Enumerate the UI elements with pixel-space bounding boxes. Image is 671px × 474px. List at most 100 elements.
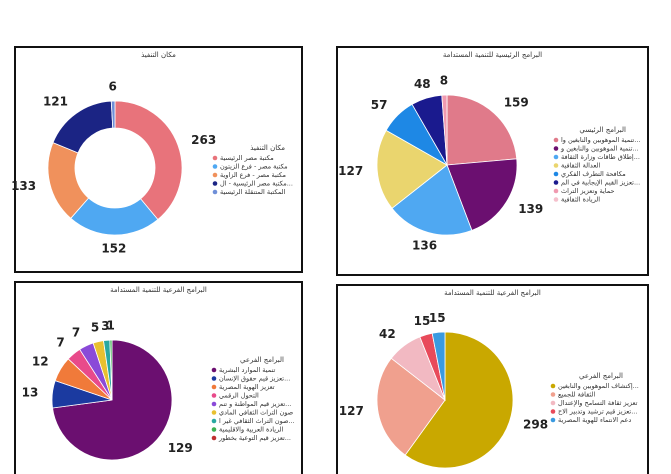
legend-swatch: [212, 164, 218, 169]
pie-slice: [376, 129, 448, 209]
legend-item: التحول الرقمي: [219, 392, 259, 400]
legend-item: إكتشاف الموهوبين والنابغين...: [558, 382, 639, 390]
legend-item: الريادة الثقافية: [561, 196, 600, 204]
chart-panel: البرامج الفرعية للتنمية المستدامة 298 127 4…: [336, 284, 649, 474]
legend-swatch: [212, 172, 218, 178]
data-label: 57: [371, 98, 388, 112]
data-label: 127: [339, 404, 364, 418]
legend-item: حماية وتعزيز التراث: [561, 187, 615, 195]
data-label: 15: [414, 314, 431, 328]
legend-swatch: [212, 189, 218, 195]
data-label: 1: [107, 319, 115, 333]
donut-slice: [110, 100, 116, 129]
legend-swatch: [212, 181, 218, 186]
data-label: 159: [504, 96, 529, 110]
data-label: 6: [109, 80, 117, 94]
legend-swatch: [553, 180, 559, 185]
data-label: 136: [412, 238, 437, 252]
legend-swatch: [553, 137, 559, 143]
data-label: 48: [414, 77, 431, 91]
legend-swatch: [211, 427, 217, 432]
legend-swatch: [211, 393, 217, 398]
legend-item: تعزيز قيم التوعية بخطور...: [218, 434, 291, 442]
chart-panel: مكان التنفيذ 263 152 133 121 6 مكان التنفيذ مكت…: [11, 46, 303, 273]
data-label: 12: [32, 354, 49, 368]
legend-item: تعزيز قيم المواطنة و تنم...: [219, 400, 291, 408]
chart-title: مكان التنفيذ: [141, 51, 176, 59]
legend-swatch: [211, 435, 217, 441]
legend-item: تعزيز قيم حقوق الإنسان...: [219, 375, 290, 383]
data-label: 13: [22, 385, 39, 399]
chart-title: البرامج الفرعية للتنمية المستدامة: [444, 289, 541, 297]
chart-title: البرامج الرئيسية للتنمية المستدامة: [443, 51, 542, 59]
legend-swatch: [550, 383, 556, 389]
data-label: 129: [168, 441, 193, 455]
legend-swatch: [553, 154, 559, 160]
data-label: 139: [518, 202, 543, 216]
pie-slice: [446, 94, 518, 166]
legend-item: تعزيز قيم ترشيد وتدبير الاح...: [558, 408, 637, 416]
data-label: 121: [43, 95, 68, 109]
legend-item: مكتبة مصر - فرع الزيتون: [220, 163, 288, 171]
legend-swatch: [211, 418, 217, 424]
pie-slice: [376, 357, 446, 456]
chart-panel: البرامج الفرعية للتنمية المستدامة 129 13 12…: [14, 281, 303, 474]
chart-panel: البرامج الرئيسية للتنمية المستدامة 159 139…: [336, 46, 649, 276]
data-label: 127: [338, 164, 363, 178]
pie-slice: [109, 339, 113, 401]
legend-title: مكان التنفيذ: [250, 144, 285, 152]
legend-swatch: [550, 409, 556, 414]
legend-item: تعزيز ثقافة التسامح والإعتدال: [558, 399, 638, 407]
legend-swatch: [553, 197, 559, 202]
legend-swatch: [553, 171, 559, 177]
legend-item: مكتبة مصر الرئيسية - ال...: [220, 180, 293, 188]
legend-item: الريادة العربية والاقليمية: [219, 426, 284, 434]
legend-swatch: [211, 376, 217, 381]
pie-slice: [404, 331, 514, 469]
donut-slice: [114, 100, 183, 221]
legend-item: الثقافة للجميع: [558, 391, 595, 399]
legend-swatch: [211, 401, 217, 407]
data-label: 133: [11, 179, 36, 193]
legend-swatch: [553, 146, 559, 151]
legend-item: مكتبة مصر - فرع الزاوية: [220, 171, 286, 179]
data-label: 42: [379, 327, 396, 341]
legend-item: العدالة الثقافية: [561, 162, 600, 170]
pie-slice: [441, 94, 448, 166]
legend-swatch: [211, 367, 217, 373]
legend-item: تنمية الموارد البشرية: [219, 366, 275, 374]
legend-item: إطلاق طاقات وزارة الثقافة...: [561, 153, 640, 161]
chart-title: البرامج الفرعية للتنمية المستدامة: [110, 286, 207, 294]
legend-title: البرامج الفرعي: [240, 356, 284, 364]
pie-slice: [446, 158, 518, 231]
data-label: 8: [440, 74, 448, 88]
data-label: 7: [56, 336, 64, 350]
legend-item: دعم الانتماء للهوية المصرية: [558, 416, 631, 424]
legend-item: تنمية الموهوبين والنابغين وا...: [561, 136, 640, 144]
legend-swatch: [553, 188, 559, 194]
legend-item: صون التراث الثقافي غير ا...: [219, 417, 295, 425]
legend-item: تنمية الموهوبين والنابغين و...: [560, 145, 639, 153]
data-label: 15: [429, 311, 446, 325]
data-label: 5: [91, 320, 99, 334]
pie-slice: [431, 331, 446, 401]
legend-title: البرامج الفرعي: [579, 372, 623, 380]
legend-item: مكافحة التطرف الفكري: [561, 170, 626, 178]
legend-item: مكتبة مصر الرئيسية: [220, 154, 274, 162]
legend-item: المكتبة المتنقلة الرئيسية: [220, 188, 286, 196]
legend-swatch: [211, 410, 217, 415]
legend-swatch: [550, 417, 556, 423]
data-label: 298: [523, 418, 548, 432]
data-label: 3: [101, 319, 109, 333]
pie-slice: [391, 164, 473, 236]
legend-swatch: [212, 155, 218, 161]
legend-swatch: [211, 384, 217, 390]
legend-swatch: [550, 400, 556, 406]
data-label: 7: [72, 326, 80, 340]
legend-swatch: [550, 392, 556, 397]
legend-item: صون التراث الثقافي المادي: [219, 409, 294, 417]
legend-item: تعزيز القيم الإيجابية في الم...: [561, 179, 640, 187]
data-label: 152: [101, 241, 126, 255]
legend-swatch: [553, 163, 559, 168]
